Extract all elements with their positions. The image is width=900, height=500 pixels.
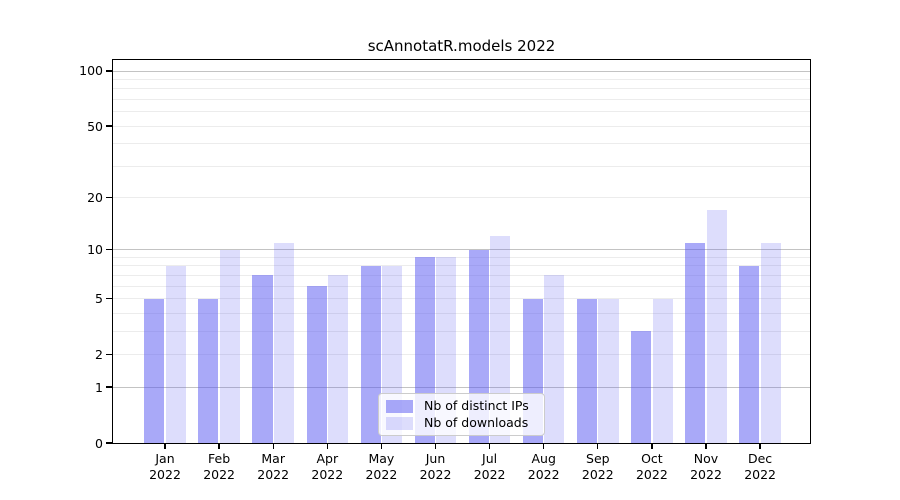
y-tick-mark-0 bbox=[106, 442, 113, 444]
minor-gridline-80 bbox=[113, 88, 810, 90]
x-tick-label-sep: Sep 2022 bbox=[581, 451, 614, 482]
x-tick-label-oct: Oct 2022 bbox=[635, 451, 668, 482]
x-tick-label-mar: Mar 2022 bbox=[257, 451, 290, 482]
bar-downloads-apr bbox=[327, 275, 349, 443]
minor-gridline-70 bbox=[113, 98, 810, 100]
bar-ips-feb bbox=[198, 298, 219, 443]
minor-gridline-4 bbox=[113, 312, 810, 314]
minor-gridline-6 bbox=[113, 285, 810, 287]
y-tick-mark-1 bbox=[106, 386, 113, 388]
x-tick-mark-mar bbox=[272, 444, 274, 449]
minor-gridline-8 bbox=[113, 265, 810, 267]
bar-downloads-mar bbox=[273, 242, 294, 443]
major-gridline-10 bbox=[113, 249, 810, 251]
x-tick-mark-aug bbox=[543, 444, 545, 449]
major-gridline-100 bbox=[113, 70, 810, 72]
bar-downloads-feb bbox=[219, 249, 240, 443]
x-tick-mark-sep bbox=[597, 444, 599, 449]
legend-entry-distinct-ips: Nb of distinct IPs bbox=[386, 399, 536, 413]
legend: Nb of distinct IPs Nb of downloads bbox=[378, 393, 545, 436]
minor-gridline-9 bbox=[113, 256, 810, 258]
bar-downloads-jan bbox=[165, 265, 186, 443]
y-tick-label-0: 0 bbox=[95, 435, 103, 451]
legend-swatch-distinct-ips bbox=[386, 399, 413, 413]
minor-gridline-40 bbox=[113, 143, 810, 145]
y-tick-mark-10 bbox=[106, 249, 113, 251]
minor-gridline-7 bbox=[113, 274, 810, 276]
x-tick-mark-jan bbox=[164, 444, 166, 449]
minor-gridline-3 bbox=[113, 330, 810, 332]
y-tick-label-1: 1 bbox=[95, 379, 103, 395]
y-tick-label-20: 20 bbox=[87, 190, 103, 206]
legend-label-downloads: Nb of downloads bbox=[424, 415, 529, 430]
bar-downloads-aug bbox=[544, 275, 565, 443]
x-tick-mark-jun bbox=[434, 444, 437, 449]
x-tick-label-aug: Aug 2022 bbox=[527, 451, 560, 482]
legend-entry-downloads: Nb of downloads bbox=[386, 416, 536, 430]
bar-downloads-nov bbox=[706, 210, 727, 443]
x-tick-mark-feb bbox=[218, 444, 220, 449]
minor-gridline-30 bbox=[113, 165, 810, 167]
x-tick-label-jun: Jun 2022 bbox=[419, 451, 452, 482]
y-tick-mark-50 bbox=[106, 125, 113, 127]
x-tick-mark-jul bbox=[488, 444, 491, 449]
y-tick-label-10: 10 bbox=[87, 242, 103, 258]
y-tick-mark-20 bbox=[106, 196, 113, 199]
bar-ips-sep bbox=[577, 298, 598, 443]
minor-gridline-60 bbox=[113, 111, 810, 113]
bar-ips-nov bbox=[685, 242, 706, 443]
legend-label-distinct-ips: Nb of distinct IPs bbox=[424, 398, 529, 413]
chart-title: scAnnotatR.models 2022 bbox=[367, 37, 556, 55]
minor-gridline-90 bbox=[113, 78, 810, 80]
x-tick-label-apr: Apr 2022 bbox=[311, 451, 344, 482]
minor-gridline-2 bbox=[113, 353, 810, 355]
plot-area bbox=[113, 60, 810, 443]
bar-ips-dec bbox=[739, 265, 760, 443]
x-tick-mark-dec bbox=[759, 444, 761, 449]
y-tick-mark-2 bbox=[106, 353, 113, 356]
y-tick-mark-5 bbox=[106, 297, 113, 300]
x-tick-mark-nov bbox=[705, 444, 707, 449]
minor-gridline-20 bbox=[113, 197, 810, 199]
x-tick-label-jan: Jan 2022 bbox=[149, 451, 181, 482]
x-tick-label-feb: Feb 2022 bbox=[203, 451, 235, 482]
bar-downloads-sep bbox=[598, 298, 619, 443]
bar-downloads-oct bbox=[652, 298, 673, 443]
bar-downloads-jul bbox=[490, 236, 511, 443]
bar-ips-apr bbox=[306, 286, 327, 443]
y-tick-label-50: 50 bbox=[87, 118, 103, 134]
major-gridline-1 bbox=[113, 386, 810, 388]
y-tick-label-5: 5 bbox=[95, 291, 103, 307]
minor-gridline-50 bbox=[113, 125, 810, 127]
bar-ips-oct bbox=[631, 331, 652, 443]
bar-ips-mar bbox=[252, 275, 273, 443]
y-tick-mark-100 bbox=[106, 70, 113, 72]
x-tick-mark-oct bbox=[651, 444, 653, 449]
bar-ips-may bbox=[360, 265, 381, 443]
minor-gridline-5 bbox=[113, 298, 810, 300]
x-tick-mark-apr bbox=[326, 444, 328, 449]
bar-downloads-dec bbox=[760, 242, 781, 443]
x-tick-label-jul: Jul 2022 bbox=[473, 451, 506, 482]
x-tick-label-may: May 2022 bbox=[365, 451, 398, 482]
bar-ips-jan bbox=[144, 298, 165, 443]
y-tick-label-100: 100 bbox=[79, 63, 103, 79]
x-tick-label-dec: Dec 2022 bbox=[744, 451, 776, 482]
legend-swatch-downloads bbox=[386, 416, 413, 430]
x-tick-mark-may bbox=[380, 444, 383, 449]
x-tick-label-nov: Nov 2022 bbox=[690, 451, 722, 482]
y-tick-label-2: 2 bbox=[95, 346, 103, 362]
